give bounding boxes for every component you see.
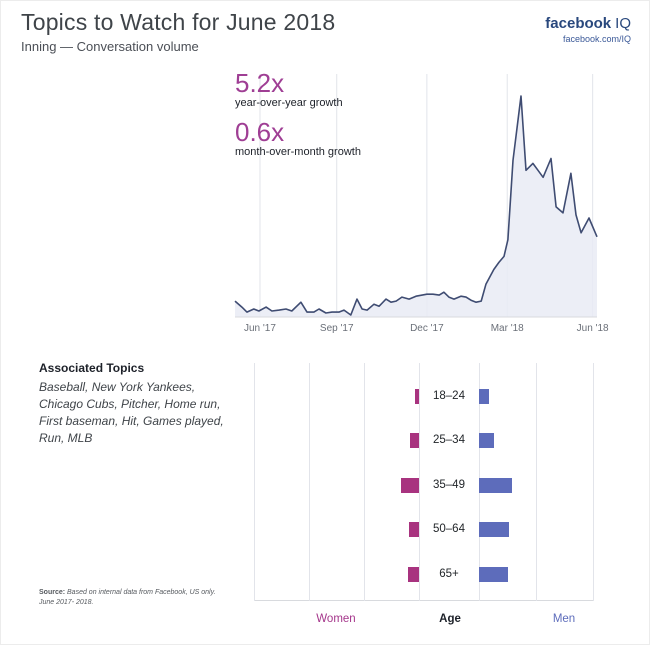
- age-group-label: 65+: [439, 567, 459, 580]
- associated-topics-heading: Associated Topics: [39, 361, 145, 375]
- legend-age: Age: [439, 613, 461, 625]
- associated-topics: Associated Topics Baseball, New York Yan…: [39, 361, 224, 447]
- conversation-volume-chart: Jun '17 Sep '17 Dec '17 Mar '18 Jun '18 5.2x…: [234, 70, 609, 334]
- mom-growth-value: 0.6x: [235, 117, 285, 147]
- x-tick-label: Mar '18: [490, 323, 524, 334]
- topics-line: Baseball, New York Yankees,: [39, 380, 196, 394]
- women-bar: [408, 566, 419, 582]
- gridline: [536, 363, 537, 601]
- gridline: [364, 363, 365, 601]
- x-tick-label: Jun '17: [244, 323, 276, 334]
- men-bar: [479, 566, 509, 582]
- demographics-chart: 18–24 25–34 35–49 50–64 65+: [254, 363, 594, 601]
- x-tick-label: Dec '17: [410, 323, 444, 334]
- men-bar: [479, 477, 512, 493]
- age-group-label: 50–64: [433, 523, 465, 536]
- women-bar: [400, 477, 419, 493]
- yoy-growth-value: 5.2x: [235, 68, 285, 98]
- men-bar: [479, 522, 510, 538]
- gridline: [593, 363, 594, 601]
- gridline: [419, 363, 420, 601]
- women-bar: [409, 522, 419, 538]
- topics-line: First baseman, Hit, Games played,: [39, 414, 224, 428]
- women-bar: [415, 388, 419, 404]
- source-text: Based on internal data from Facebook, US…: [67, 589, 216, 596]
- source-note: Source: Based on internal data from Face…: [39, 588, 259, 608]
- volume-x-axis: Jun '17 Sep '17 Dec '17 Mar '18 Jun '18: [235, 323, 609, 337]
- yoy-growth-label: year-over-year growth: [235, 97, 343, 109]
- volume-chart-svg: [234, 74, 598, 318]
- age-group-label: 25–34: [433, 434, 465, 447]
- facebook-iq-link[interactable]: facebook.com/IQ: [562, 34, 631, 44]
- volume-area-fill: [235, 96, 597, 317]
- growth-annotations: 5.2x year-over-year growth 0.6x month-ov…: [235, 70, 361, 168]
- gridline: [254, 363, 255, 601]
- topics-line: Chicago Cubs, Pitcher, Home run,: [39, 397, 221, 411]
- legend-women: Women: [316, 613, 356, 625]
- volume-line: [234, 95, 598, 316]
- source-date-range: June 2017- 2018.: [39, 599, 94, 606]
- source-prefix: Source:: [39, 589, 66, 596]
- men-bar: [479, 433, 494, 449]
- age-group-label: 35–49: [433, 478, 465, 491]
- page-subtitle: Inning — Conversation volume: [21, 39, 199, 54]
- x-tick-label: Sep '17: [319, 323, 354, 334]
- page-title: Topics to Watch for June 2018: [21, 9, 336, 35]
- x-tick-label: Jun '18: [576, 323, 609, 334]
- mom-growth-label: month-over-month growth: [235, 146, 361, 158]
- logo-wordmark: facebook: [545, 15, 612, 32]
- men-bar: [479, 388, 489, 404]
- legend-men: Men: [552, 613, 576, 625]
- topics-line: Run, MLB: [39, 431, 93, 445]
- gridline: [309, 363, 310, 601]
- women-bar: [409, 433, 419, 449]
- logo-iq: IQ: [615, 15, 631, 32]
- facebook-iq-logo: facebook IQ: [545, 15, 631, 32]
- age-group-label: 18–24: [433, 389, 465, 402]
